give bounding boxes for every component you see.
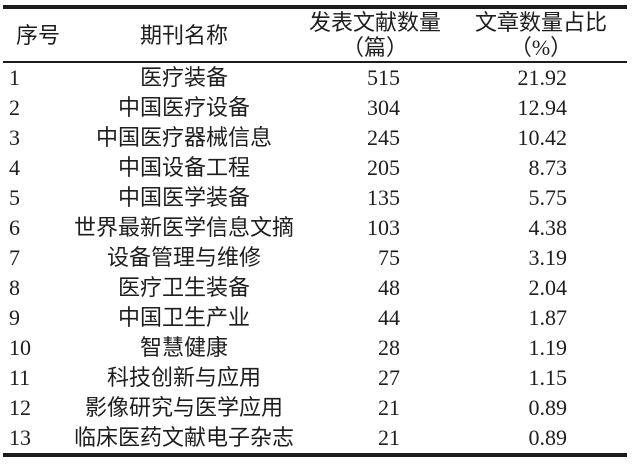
column-header-index: 序号	[3, 5, 73, 63]
cell-count: 21	[295, 423, 455, 457]
cell-journal: 影像研究与医学应用	[84, 395, 283, 420]
cell-index: 7	[9, 245, 20, 270]
cell-index: 13	[3, 423, 73, 457]
table-body: 1 医疗装备 515 21.92 2 中国医疗设备 304 12.94 3 中国医疗器械信息 245…	[3, 62, 627, 457]
cell-journal: 中国设备工程	[117, 155, 250, 180]
cell-journal: 中国卫生产业	[117, 305, 250, 330]
table-header: 序号 期刊名称 发表文献数量 （篇） 文章数量占比 （%）	[3, 5, 627, 63]
header-row: 序号 期刊名称 发表文献数量 （篇） 文章数量占比 （%）	[3, 5, 627, 63]
column-header-journal: 期刊名称	[73, 5, 295, 63]
cell-percent: 21.92	[517, 65, 568, 90]
cell-journal: 医疗装备	[139, 65, 228, 90]
cell-count: 48	[378, 275, 400, 300]
cell-index: 9	[9, 305, 20, 330]
cell-percent: 0.89	[528, 395, 568, 420]
cell-journal: 世界最新医学信息文摘	[73, 215, 294, 240]
cell-percent: 3.19	[528, 245, 568, 270]
table-row: 2 中国医疗设备 304 12.94	[3, 93, 627, 123]
table-row: 3 中国医疗器械信息 245 10.42	[3, 123, 627, 153]
cell-index: 1	[9, 65, 20, 90]
cell-percent: 12.94	[517, 95, 568, 120]
table-row: 1 医疗装备 515 21.92	[3, 62, 627, 93]
cell-percent: 10.42	[517, 125, 568, 150]
cell-percent: 1.19	[528, 335, 568, 360]
column-header-journal-label: 期刊名称	[139, 22, 228, 48]
table-row: 8 医疗卫生装备 48 2.04	[3, 273, 627, 303]
cell-index: 11	[9, 365, 31, 390]
cell-count: 75	[378, 245, 400, 270]
cell-index: 4	[9, 155, 20, 180]
table-row: 13 临床医药文献电子杂志 21 0.89	[3, 423, 627, 457]
cell-index: 8	[9, 275, 20, 300]
column-header-index-label: 序号	[15, 22, 60, 48]
cell-count: 28	[378, 335, 400, 360]
cell-percent: 0.89	[455, 423, 627, 457]
column-header-count-line2: （篇）	[341, 35, 408, 60]
cell-index: 12	[9, 395, 31, 420]
cell-index: 3	[9, 125, 20, 150]
table-row: 6 世界最新医学信息文摘 103 4.38	[3, 213, 627, 243]
cell-count: 21	[378, 395, 400, 420]
column-header-percent-line1: 文章数量占比	[474, 10, 607, 35]
cell-count: 27	[378, 365, 400, 390]
cell-percent: 5.75	[528, 185, 568, 210]
cell-percent: 4.38	[528, 215, 568, 240]
column-header-percent-line2: （%）	[509, 35, 573, 60]
cell-count: 515	[367, 65, 400, 90]
cell-percent: 1.87	[528, 305, 568, 330]
cell-count: 103	[367, 215, 400, 240]
cell-index: 5	[9, 185, 20, 210]
cell-journal: 中国医疗设备	[117, 95, 250, 120]
cell-index: 2	[9, 95, 20, 120]
table-row: 11 科技创新与应用 27 1.15	[3, 363, 627, 393]
table-row: 7 设备管理与维修 75 3.19	[3, 243, 627, 273]
cell-percent: 8.73	[528, 155, 568, 180]
cell-count: 304	[367, 95, 400, 120]
cell-journal: 设备管理与维修	[106, 245, 261, 270]
cell-count: 135	[367, 185, 400, 210]
cell-percent: 2.04	[528, 275, 568, 300]
cell-journal: 科技创新与应用	[106, 365, 261, 390]
cell-index: 10	[9, 335, 31, 360]
table-row: 12 影像研究与医学应用 21 0.89	[3, 393, 627, 423]
column-header-count: 发表文献数量 （篇）	[295, 5, 455, 63]
table-row: 9 中国卫生产业 44 1.87	[3, 303, 627, 333]
cell-journal: 智慧健康	[139, 335, 228, 360]
column-header-percent: 文章数量占比 （%）	[455, 5, 627, 63]
cell-index: 6	[9, 215, 20, 240]
cell-count: 245	[367, 125, 400, 150]
cell-count: 44	[378, 305, 400, 330]
table-row: 4 中国设备工程 205 8.73	[3, 153, 627, 183]
table-row: 5 中国医学装备 135 5.75	[3, 183, 627, 213]
cell-percent: 1.15	[528, 365, 568, 390]
column-header-count-line1: 发表文献数量	[308, 10, 441, 35]
cell-count: 205	[367, 155, 400, 180]
cell-journal: 中国医学装备	[117, 185, 250, 210]
cell-journal: 中国医疗器械信息	[95, 125, 272, 150]
table-row: 10 智慧健康 28 1.19	[3, 333, 627, 363]
cell-journal: 临床医药文献电子杂志	[73, 423, 295, 457]
journal-statistics-table: 序号 期刊名称 发表文献数量 （篇） 文章数量占比 （%） 1 医疗装备 515 21…	[3, 5, 627, 457]
cell-journal: 医疗卫生装备	[117, 275, 250, 300]
